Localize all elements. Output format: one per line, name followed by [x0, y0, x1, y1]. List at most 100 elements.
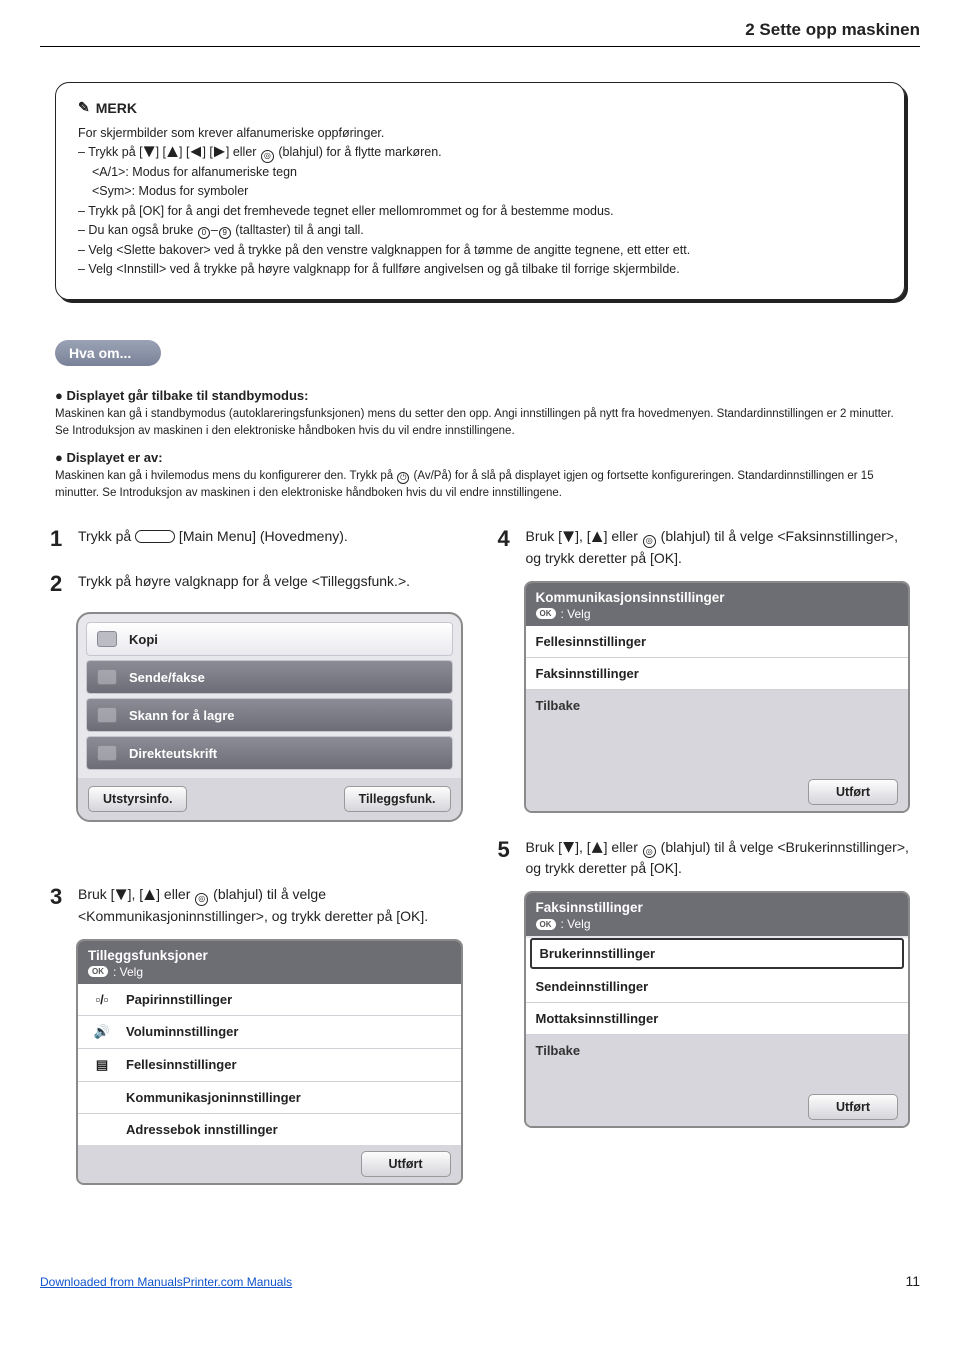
- row-bruker[interactable]: Brukerinnstillinger: [530, 938, 905, 969]
- screen-tilleggsfunksjoner: Tilleggsfunksjoner OK: Velg ▫/▫Papirinns…: [76, 939, 463, 1185]
- s4-mid: ] eller: [604, 528, 642, 544]
- row-felles2[interactable]: Fellesinnstillinger: [526, 626, 909, 658]
- step-5-number: 5: [498, 833, 516, 880]
- screen5-title: Faksinnstillinger: [536, 900, 899, 915]
- step-1-text: Trykk på [Main Menu] (Hovedmeny).: [78, 522, 348, 555]
- merk-line2: – Trykk på [] [] [] [] eller ◎ (blahjul)…: [78, 143, 882, 163]
- circle-0-icon: 0: [198, 227, 210, 239]
- merk-line5: – Trykk på [OK] for å angi det fremheved…: [78, 202, 882, 221]
- utfort-button-5[interactable]: Utført: [808, 1094, 898, 1120]
- merk-line2-pre: – Trykk på [: [78, 145, 143, 159]
- screen3-title: Tilleggsfunksjoner: [88, 948, 451, 963]
- ok-icon: OK: [88, 966, 108, 977]
- screen-mainmenu: Kopi Sende/fakse Skann for å lagre Direk…: [76, 612, 463, 822]
- footer-link[interactable]: Downloaded from ManualsPrinter.com Manua…: [40, 1275, 292, 1289]
- step-2: 2 Trykk på høyre valgknapp for å velge <…: [50, 567, 463, 600]
- wheel-icon: ◎: [643, 535, 656, 548]
- row-adressebok[interactable]: Adressebok innstillinger: [78, 1114, 461, 1145]
- row-papir[interactable]: ▫/▫Papirinnstillinger: [78, 984, 461, 1016]
- step-2-number: 2: [50, 567, 68, 600]
- mainmenu-sende[interactable]: Sende/fakse: [86, 660, 453, 694]
- wheel-icon: ◎: [195, 893, 208, 906]
- s5-post: (blahjul) til å velge <Brukerinnstilling…: [526, 839, 909, 877]
- mainmenu-direkte-label: Direkteutskrift: [129, 746, 217, 761]
- page-footer: Downloaded from ManualsPrinter.com Manua…: [40, 1243, 920, 1289]
- step-4-number: 4: [498, 522, 516, 569]
- row-volum[interactable]: 🔊Voluminnstillinger: [78, 1016, 461, 1049]
- bullet1-body: Maskinen kan gå i standbymodus (autoklar…: [55, 406, 905, 441]
- send-icon: [97, 669, 117, 685]
- wheel-icon: ◎: [261, 150, 274, 163]
- screen4-title: Kommunikasjonsinnstillinger: [536, 590, 899, 605]
- mainmenu-button-icon: [135, 530, 175, 543]
- screen5-velg: : Velg: [561, 917, 591, 931]
- s5-pre: Bruk [: [526, 839, 563, 855]
- wheel-icon: ◎: [643, 845, 656, 858]
- copy-icon: [97, 631, 117, 647]
- circle-9-icon: 9: [219, 227, 231, 239]
- two-column-layout: 1 Trykk på [Main Menu] (Hovedmeny). 2 Tr…: [50, 522, 910, 1203]
- row-komm-label: Kommunikasjoninnstillinger: [126, 1090, 301, 1105]
- arrow-down-icon: [563, 842, 574, 853]
- row-kommunikasjon[interactable]: Kommunikasjoninnstillinger: [78, 1082, 461, 1114]
- print-icon: [97, 745, 117, 761]
- screen3-header: Tilleggsfunksjoner OK: Velg: [78, 941, 461, 984]
- screen-faksinnstillinger: Faksinnstillinger OK : Velg Brukerinnstil…: [524, 891, 911, 1128]
- arrow-right-icon: [214, 146, 225, 157]
- scan-icon: [97, 707, 117, 723]
- row-tilbake2[interactable]: Tilbake: [526, 1035, 909, 1066]
- s1-pre: Trykk på: [78, 528, 135, 544]
- mainmenu-skann[interactable]: Skann for å lagre: [86, 698, 453, 732]
- merk-line6-post: (talltaster) til å angi tall.: [232, 223, 364, 237]
- s3-pre: Bruk [: [78, 886, 115, 902]
- arrow-up-icon: [167, 146, 178, 157]
- step-1: 1 Trykk på [Main Menu] (Hovedmeny).: [50, 522, 463, 555]
- step-4-text: Bruk [], [] eller ◎ (blahjul) til å velg…: [526, 522, 911, 569]
- s3-post: (blahjul) til å velge <Kommunikasjoninns…: [78, 886, 428, 924]
- mainmenu-direkte[interactable]: Direkteutskrift: [86, 736, 453, 770]
- arrow-up-icon: [592, 531, 603, 542]
- mainmenu-kopi[interactable]: Kopi: [86, 622, 453, 656]
- row-papir-label: Papirinnstillinger: [126, 992, 232, 1007]
- arrow-left-icon: [190, 146, 201, 157]
- merk-label-text: MERK: [96, 100, 137, 116]
- mainmenu-sende-label: Sende/fakse: [129, 670, 205, 685]
- row-faks[interactable]: Faksinnstillinger: [526, 658, 909, 690]
- mainmenu-skann-label: Skann for å lagre: [129, 708, 234, 723]
- row-sende[interactable]: Sendeinnstillinger: [526, 971, 909, 1003]
- ok-icon: OK: [536, 919, 556, 930]
- arrow-up-icon: [592, 842, 603, 853]
- screen-kommunikasjon: Kommunikasjonsinnstillinger OK : Velg Fel…: [524, 581, 911, 813]
- page-number: 11: [905, 1273, 920, 1289]
- screen4-velg: : Velg: [561, 607, 591, 621]
- s4-post: (blahjul) til å velge <Faksinnstillinger…: [526, 528, 899, 566]
- common-icon: ▤: [88, 1057, 116, 1073]
- merk-line3: <A/1>: Modus for alfanumeriske tegn: [78, 163, 882, 182]
- merk-body: For skjermbilder som krever alfanumerisk…: [78, 124, 882, 279]
- power-icon: ⏻: [397, 472, 409, 484]
- arrow-up-icon: [144, 889, 155, 900]
- screen4-header: Kommunikasjonsinnstillinger OK : Velg: [526, 583, 909, 626]
- ok-icon: OK: [536, 608, 556, 619]
- merk-note-box: MERK For skjermbilder som krever alfanum…: [55, 82, 905, 300]
- s3-mid: ] eller: [156, 886, 194, 902]
- row-tilbake[interactable]: Tilbake: [526, 690, 909, 721]
- step-5: 5 Bruk [], [] eller ◎ (blahjul) til å ve…: [498, 833, 911, 880]
- step-5-text: Bruk [], [] eller ◎ (blahjul) til å velg…: [526, 833, 911, 880]
- arrow-down-icon: [116, 889, 127, 900]
- row-mottak[interactable]: Mottaksinnstillinger: [526, 1003, 909, 1035]
- step-3-text: Bruk [], [] eller ◎ (blahjul) til å velg…: [78, 880, 463, 927]
- utstyrsinfo-button[interactable]: Utstyrsinfo.: [88, 786, 187, 812]
- merk-line2-post: (blahjul) for å flytte markøren.: [275, 145, 442, 159]
- bullet2-head: Displayet er av:: [55, 448, 905, 468]
- utfort-button[interactable]: Utført: [361, 1151, 451, 1177]
- merk-line8: – Velg <Innstill> ved å trykke på høyre …: [78, 260, 882, 279]
- tilleggsfunk-button[interactable]: Tilleggsfunk.: [344, 786, 451, 812]
- step-1-number: 1: [50, 522, 68, 555]
- left-column: 1 Trykk på [Main Menu] (Hovedmeny). 2 Tr…: [50, 522, 463, 1203]
- row-felles[interactable]: ▤Fellesinnstillinger: [78, 1049, 461, 1082]
- b2-pre: Maskinen kan gå i hvilemodus mens du kon…: [55, 470, 396, 482]
- hva-om-badge: Hva om...: [55, 340, 161, 366]
- s5-mid: ] eller: [604, 839, 642, 855]
- utfort-button-4[interactable]: Utført: [808, 779, 898, 805]
